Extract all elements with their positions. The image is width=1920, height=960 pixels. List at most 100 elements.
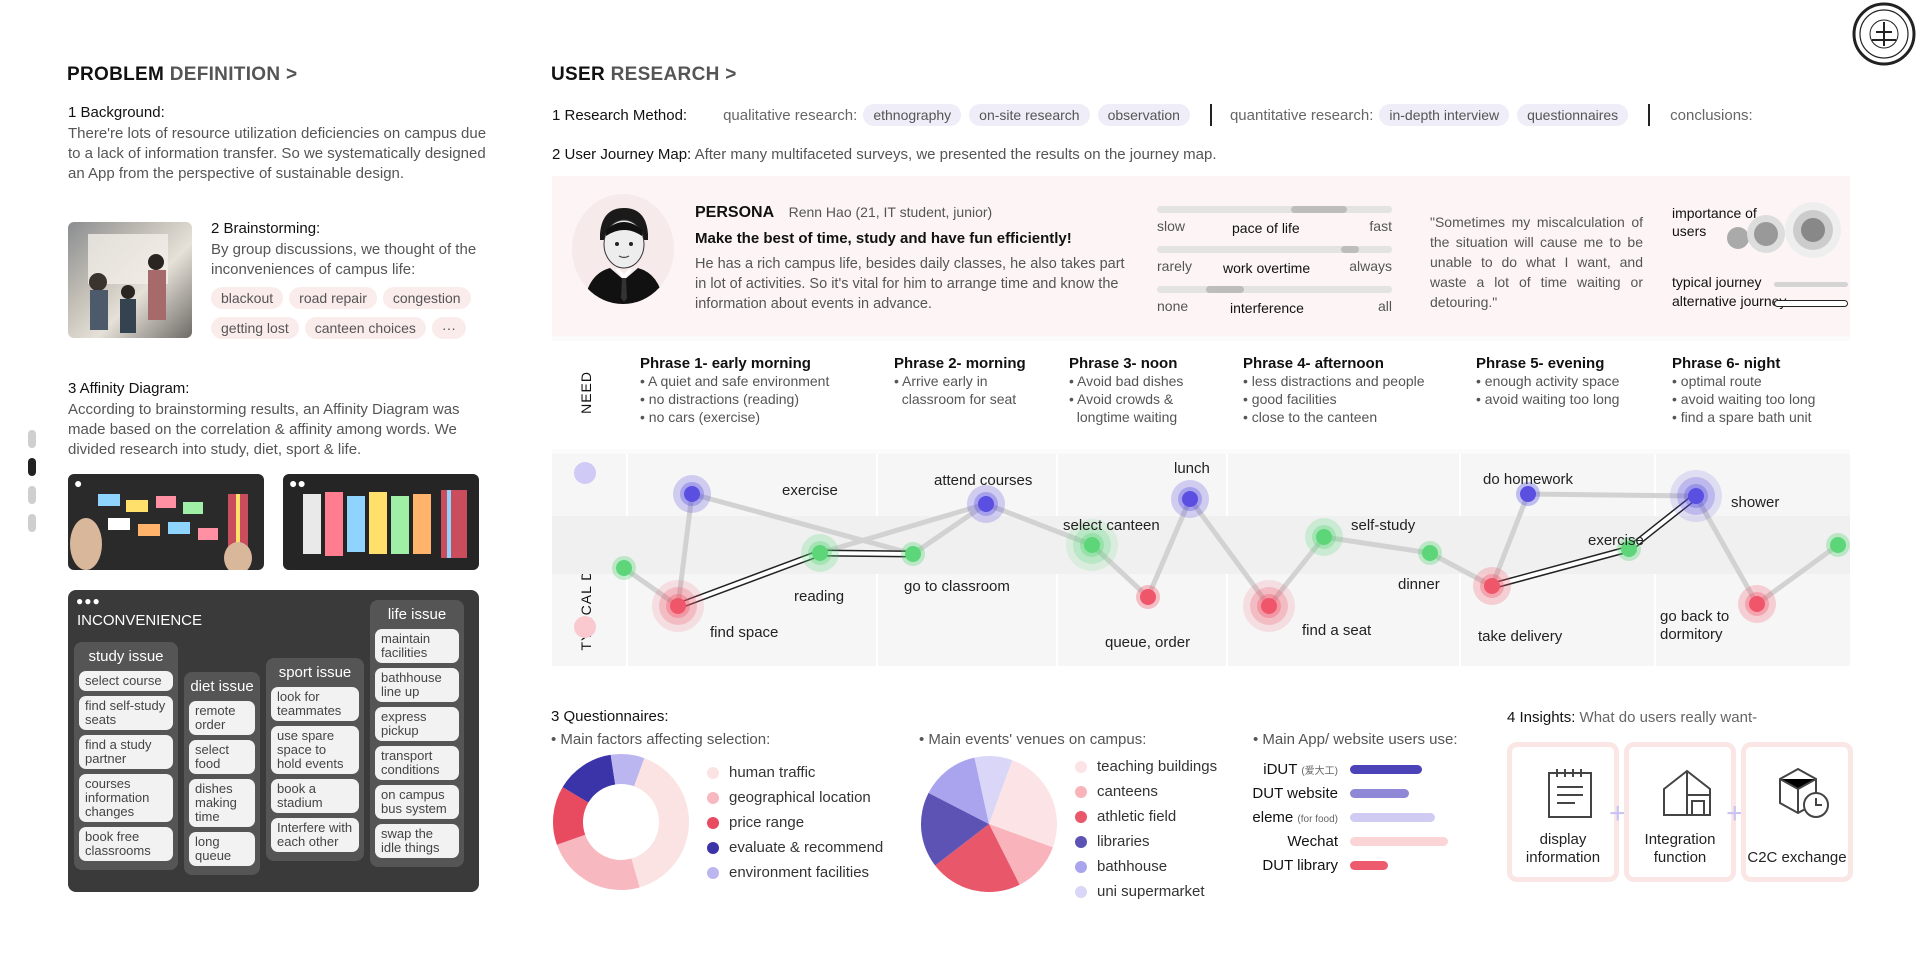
tag-chip: getting lost bbox=[211, 317, 299, 339]
issue-item[interactable]: Interfere with each other bbox=[271, 818, 359, 852]
journey-node bbox=[1621, 541, 1637, 557]
svg-text:●●: ●● bbox=[289, 475, 306, 491]
method-chip: in-depth interview bbox=[1379, 104, 1510, 126]
journey-label-lunch: lunch bbox=[1174, 460, 1210, 477]
typical-journey-segment bbox=[1427, 550, 1495, 589]
insight-card-integration-function[interactable]: Integration function bbox=[1624, 742, 1736, 882]
issue-item[interactable]: courses information changes bbox=[79, 774, 173, 822]
issue-item[interactable]: long queue bbox=[189, 832, 255, 866]
legend-item: environment facilities bbox=[707, 860, 883, 885]
legend-dot bbox=[707, 841, 719, 854]
legend-item: evaluate & recommend bbox=[707, 835, 883, 860]
diet-issue-column: diet issue remote order select food dish… bbox=[184, 672, 260, 875]
issue-item[interactable]: book free classrooms bbox=[79, 827, 173, 861]
step-indicator[interactable] bbox=[28, 486, 36, 504]
pie-slice bbox=[921, 792, 989, 866]
legend-dot bbox=[1075, 885, 1087, 898]
phrase-line: • avoid waiting too long bbox=[1476, 391, 1620, 407]
alternative-journey-segment-inner bbox=[1627, 494, 1698, 551]
journey-label-find-space: find space bbox=[710, 624, 779, 641]
issue-item[interactable]: find self-study seats bbox=[79, 696, 173, 730]
issue-item[interactable]: bathhouse line up bbox=[375, 668, 459, 702]
issue-item[interactable]: find a study partner bbox=[79, 735, 173, 769]
legend-item: teaching buildings bbox=[1075, 754, 1217, 779]
step-indicator[interactable] bbox=[28, 514, 36, 532]
journey-label-reading: reading bbox=[794, 588, 845, 605]
method-chip: observation bbox=[1097, 104, 1190, 126]
brainstorm-text: By group discussions, we thought of the … bbox=[211, 241, 477, 278]
journey-heading: 2 User Journey Map: bbox=[552, 146, 692, 163]
slider-knob[interactable] bbox=[1291, 206, 1347, 213]
tag-chip: congestion bbox=[382, 287, 471, 309]
legend-item: human traffic bbox=[707, 760, 883, 785]
house-icon bbox=[1663, 769, 1711, 816]
legend-item: libraries bbox=[1075, 829, 1217, 854]
issue-item[interactable]: express pickup bbox=[375, 707, 459, 741]
issue-item[interactable]: select course bbox=[79, 671, 173, 691]
step-indicator-active[interactable] bbox=[28, 458, 36, 476]
journey-label-find-a-seat: find a seat bbox=[1302, 622, 1372, 639]
alternative-journey-label: alternative journey bbox=[1672, 293, 1787, 309]
step-indicator[interactable] bbox=[28, 430, 36, 448]
tag-chip: ··· bbox=[431, 317, 466, 339]
phrase-heading: Phrase 1- early morning bbox=[640, 355, 811, 372]
phrase-2: Phrase 2- morning • Arrive early in clas… bbox=[894, 355, 1026, 408]
plus-icon: + bbox=[1726, 797, 1744, 830]
quantitative-label: quantitative research: bbox=[1229, 106, 1374, 124]
apps-bar-list: iDUT (爱大工) DUT website eleme (for food) … bbox=[1240, 757, 1480, 877]
legend-dot bbox=[1075, 860, 1087, 873]
persona-description: He has a rich campus life, besides daily… bbox=[695, 256, 1125, 312]
issue-item[interactable]: use spare space to hold events bbox=[271, 726, 359, 774]
issue-item[interactable]: book a stadium bbox=[271, 779, 359, 813]
phrase-heading: Phrase 6- night bbox=[1672, 355, 1781, 372]
phrase-5: Phrase 5- evening • enough activity spac… bbox=[1476, 355, 1619, 408]
insight-card-c2c-exchange[interactable]: C2C exchange bbox=[1741, 742, 1853, 882]
app-bar bbox=[1350, 764, 1422, 774]
slider-work-overtime[interactable]: rarely work overtime always bbox=[1157, 246, 1392, 284]
brainstorm-photo bbox=[68, 222, 192, 338]
tag-chip: road repair bbox=[289, 287, 377, 309]
phrase-line: • no distractions (reading) bbox=[640, 391, 799, 407]
phrase-line: • avoid waiting too long bbox=[1672, 391, 1816, 407]
slider-track bbox=[1157, 286, 1392, 293]
journey-node bbox=[1316, 529, 1332, 545]
pie-slice bbox=[989, 824, 1053, 885]
journey-node bbox=[1261, 598, 1277, 614]
need-label: NEED bbox=[578, 371, 594, 414]
issue-item[interactable]: remote order bbox=[189, 701, 255, 735]
journey-label-attend-courses: attend courses bbox=[934, 472, 1033, 489]
typical-journey-segment bbox=[675, 491, 695, 609]
phrase-6: Phrase 6- night • optimal route • avoid … bbox=[1672, 355, 1815, 426]
importance-circles-icon bbox=[1727, 202, 1841, 258]
journey-heading-row: 2 User Journey Map: After many multiface… bbox=[552, 146, 1217, 163]
venues-legend: teaching buildings canteens athletic fie… bbox=[1075, 754, 1217, 904]
issue-item[interactable]: swap the idle things bbox=[375, 824, 459, 858]
typical-journey-line bbox=[1774, 282, 1848, 287]
method-chip: on-site research bbox=[969, 104, 1090, 126]
journey-label-shower: shower bbox=[1731, 494, 1780, 511]
method-chip: ethnography bbox=[863, 104, 962, 126]
slider-pace-of-life[interactable]: slow pace of life fast bbox=[1157, 206, 1392, 244]
issue-item[interactable]: transport conditions bbox=[375, 746, 459, 780]
slider-knob[interactable] bbox=[1206, 286, 1244, 293]
issue-item[interactable]: on campus bus system bbox=[375, 785, 459, 819]
slider-left-label: none bbox=[1157, 298, 1189, 314]
phrase-line: classroom for seat bbox=[894, 391, 1017, 407]
slider-interference[interactable]: none interference all bbox=[1157, 286, 1392, 324]
insight-card-display-information[interactable]: display information bbox=[1507, 742, 1619, 882]
persona-sliders: slow pace of life fast rarely work overt… bbox=[1157, 206, 1392, 326]
issue-item[interactable]: dishes making time bbox=[189, 779, 255, 827]
issue-item[interactable]: maintain facilities bbox=[375, 629, 459, 663]
typical-journey-segment bbox=[1266, 534, 1327, 609]
slider-mid-label: pace of life bbox=[1232, 220, 1300, 236]
journey-node bbox=[1084, 537, 1100, 553]
issue-item[interactable]: look for teammates bbox=[271, 687, 359, 721]
issue-item[interactable]: select food bbox=[189, 740, 255, 774]
typical-journey-segment bbox=[1145, 496, 1193, 600]
slider-right-label: all bbox=[1377, 298, 1392, 314]
study-issue-column: study issue select course find self-stud… bbox=[74, 642, 178, 870]
slider-knob[interactable] bbox=[1341, 246, 1359, 253]
slider-left-label: rarely bbox=[1157, 258, 1193, 274]
method-chip: questionnaires bbox=[1517, 104, 1629, 126]
factors-title: • Main factors affecting selection: bbox=[551, 731, 771, 748]
